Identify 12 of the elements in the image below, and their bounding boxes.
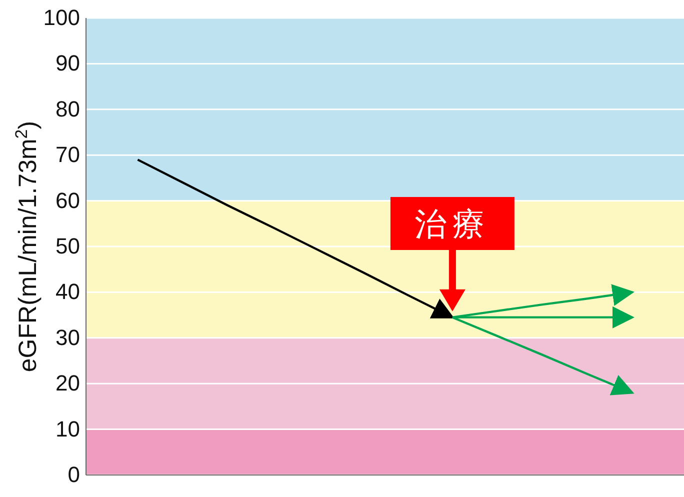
y-tick-label: 90 [56, 50, 80, 76]
y-tick-label: 20 [56, 370, 80, 396]
y-tick-label: 70 [56, 142, 80, 168]
y-tick-label: 50 [56, 234, 80, 259]
y-tick-label: 10 [56, 416, 80, 442]
y-tick-label: 40 [56, 279, 80, 304]
y-tick-label: 100 [43, 5, 80, 30]
y-tick-label: 30 [56, 324, 80, 350]
y-tick-label: 0 [68, 462, 80, 488]
y-tick-label: 60 [56, 188, 80, 213]
annotation: 治療 [414, 206, 490, 242]
y-tick-label: 80 [56, 96, 80, 122]
